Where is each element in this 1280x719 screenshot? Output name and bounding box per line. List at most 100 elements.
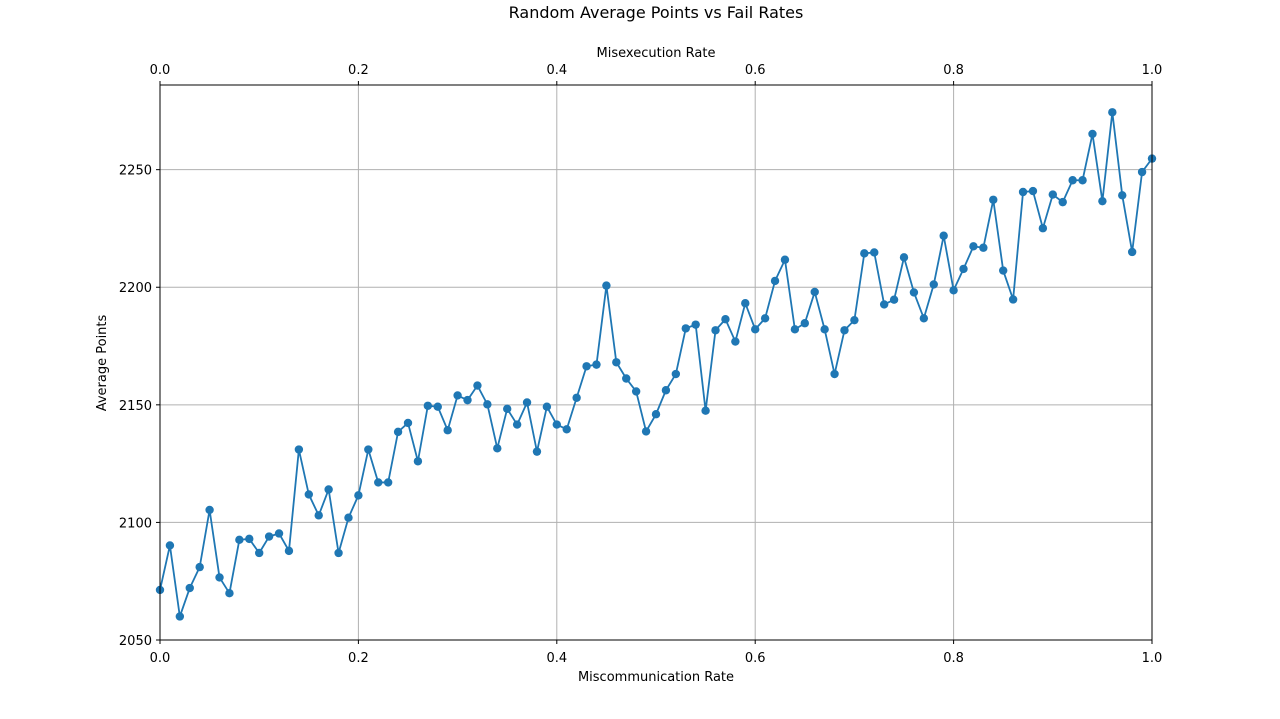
data-point [889,295,899,304]
data-point [165,541,175,550]
data-point [989,195,998,204]
data-point [770,276,780,286]
data-point [899,253,909,262]
data-point [830,369,839,379]
data-point [691,320,700,329]
data-point [294,445,304,454]
data-point [225,589,234,598]
data-point [522,398,532,407]
data-point [1018,187,1028,197]
data-point [483,400,492,409]
plot-frame [159,84,1153,641]
data-point [453,391,462,400]
data-point [671,369,681,379]
data-point [572,393,581,402]
data-point [840,326,849,335]
data-point [274,529,284,538]
y-tick-label: 2050 [119,634,152,649]
data-point [870,248,879,257]
data-point [879,300,889,309]
data-point [810,287,819,297]
data-point [919,314,929,323]
data-point [1058,197,1067,207]
data-point [780,255,790,264]
data-point [413,457,423,466]
data-point [612,358,621,367]
data-point [383,478,393,487]
data-point [1008,295,1018,304]
data-point [403,418,413,428]
data-point [850,315,859,325]
y-tick-label: 2200 [119,281,152,296]
data-point [562,425,571,434]
x-tick-label: 0.0 [150,651,171,666]
y-tick-label: 2100 [119,516,152,531]
data-point [195,562,204,572]
data-point [631,387,641,396]
x-tick-label: 0.4 [546,651,567,666]
data-point [423,401,433,410]
chart-title: Random Average Points vs Fail Rates [509,3,804,22]
x-tick-label: 1.0 [1142,651,1163,666]
data-point [1137,167,1147,177]
data-point [999,266,1008,275]
x-tick-label: 0.8 [943,651,964,666]
data-point [1028,186,1038,196]
x2-tick-label: 0.6 [745,63,766,78]
data-point [364,445,373,454]
data-point [463,395,472,405]
data-point [800,319,809,328]
data-point [433,402,442,411]
data-point [622,374,631,383]
data-point [909,288,919,297]
data-point [602,281,611,290]
data-point [264,532,274,541]
data-point [443,426,452,435]
data-point [641,427,651,436]
data-point [532,447,542,456]
series-line [159,111,1153,618]
data-point [344,513,353,522]
data-point [731,337,740,346]
data-point [552,420,561,429]
data-point [1038,224,1048,233]
data-point [354,491,363,500]
x2-tick-label: 0.8 [943,63,964,78]
data-point [255,548,264,558]
data-point [245,534,254,544]
data-point [711,326,720,335]
data-point [1098,196,1107,206]
data-point [314,511,323,520]
data-point [1088,129,1097,139]
data-point [860,249,869,258]
grid-lines [159,85,1153,641]
data-point [205,505,214,515]
data-point [493,444,502,453]
y-axis-label: Average Points [95,314,110,411]
data-point [542,402,552,411]
data-point [235,535,244,545]
data-point [1118,191,1127,200]
data-point [969,242,978,251]
data-point [661,386,671,395]
data-point [175,612,185,621]
x2-tick-label: 1.0 [1142,63,1163,78]
data-point [592,360,601,369]
data-point [1108,108,1117,117]
data-point [473,381,482,390]
data-point [701,406,710,415]
data-point [582,362,591,371]
data-point [374,478,383,487]
data-point [185,583,194,593]
data-point [215,573,224,582]
data-point [1068,176,1077,185]
data-point [1048,190,1058,199]
data-series [155,108,1157,621]
x-tick-label: 0.6 [745,651,766,666]
x2-tick-label: 0.4 [546,63,567,78]
data-point [393,427,403,437]
data-point [790,325,800,334]
y-tick-label: 2150 [119,399,152,414]
data-point [334,548,343,558]
data-point [304,490,313,499]
